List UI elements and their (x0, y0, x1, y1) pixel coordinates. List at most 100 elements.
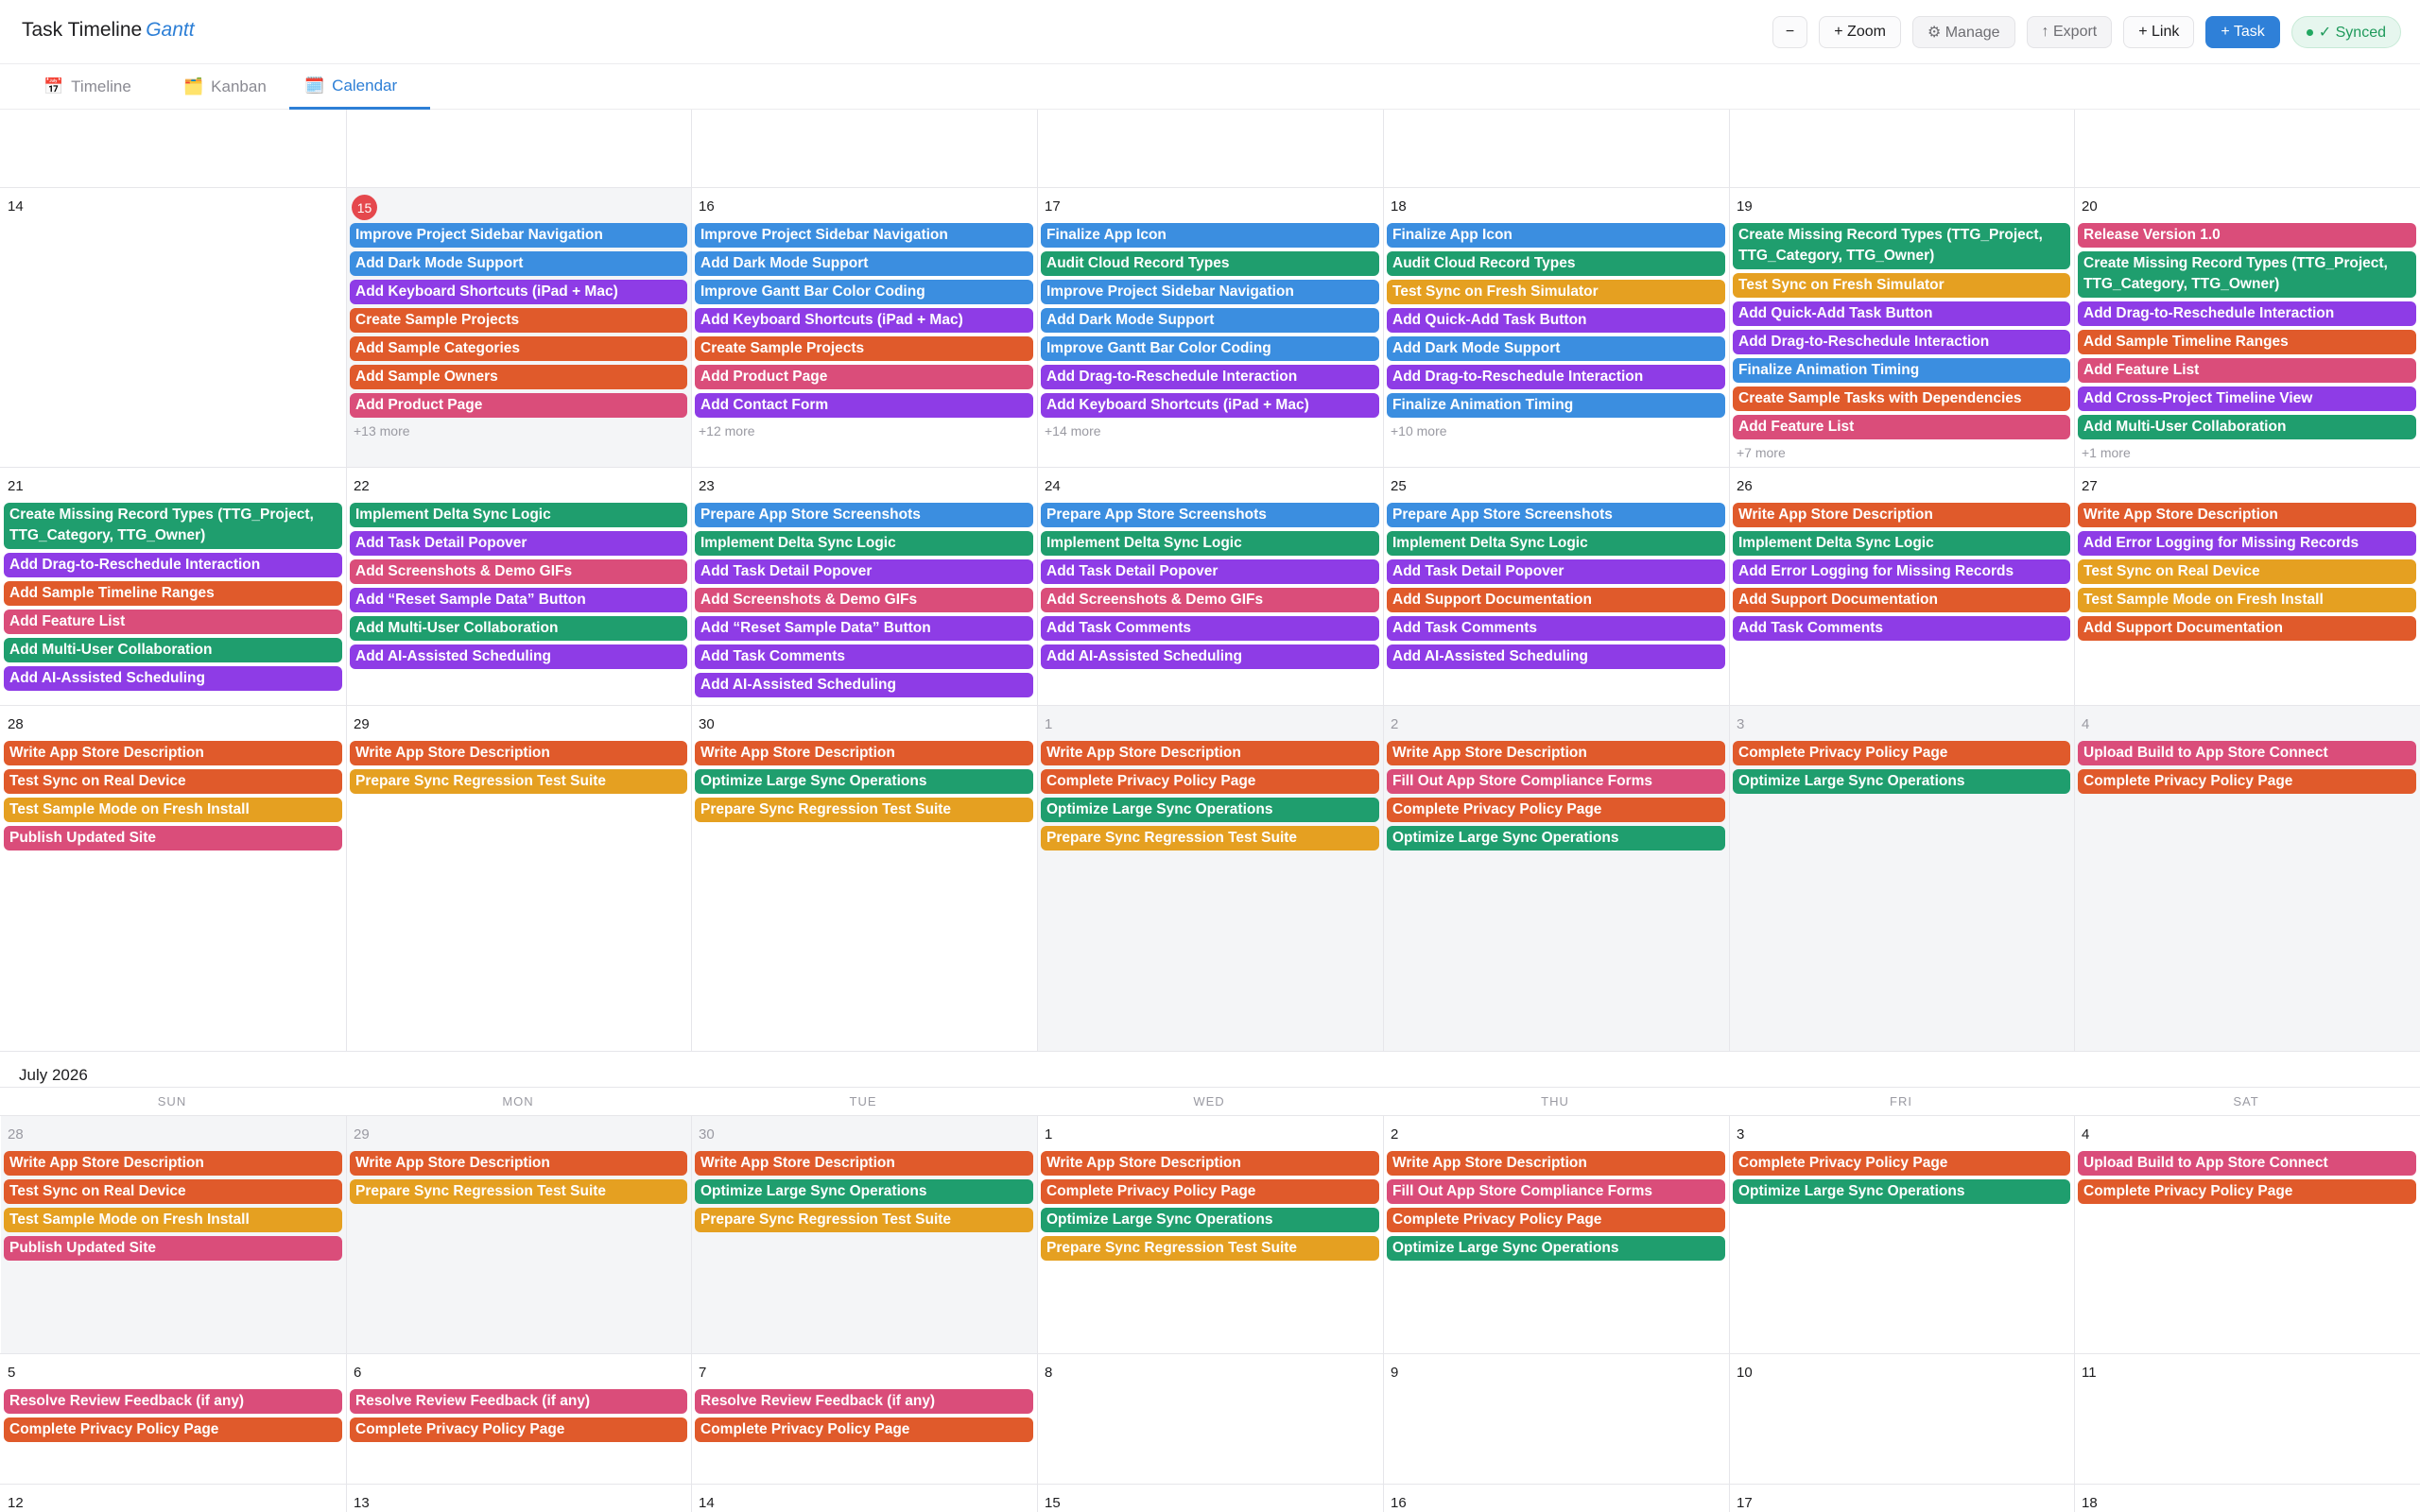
task-bar[interactable]: Implement Delta Sync Logic (1733, 531, 2070, 556)
task-bar[interactable]: Create Missing Record Types (TTG_Project… (2078, 251, 2416, 298)
task-bar[interactable]: Test Sync on Real Device (4, 1179, 342, 1204)
task-bar[interactable]: Improve Gantt Bar Color Coding (1041, 336, 1379, 361)
task-bar[interactable]: Write App Store Description (1387, 741, 1725, 765)
task-bar[interactable]: Resolve Review Feedback (if any) (4, 1389, 342, 1414)
task-bar[interactable]: Publish Updated Site (4, 826, 342, 850)
task-bar[interactable]: Add Screenshots & Demo GIFs (695, 588, 1033, 612)
task-bar[interactable]: Add Dark Mode Support (1387, 336, 1725, 361)
export-button[interactable]: ↑ Export (2026, 16, 2113, 48)
task-bar[interactable]: Write App Store Description (350, 1151, 687, 1176)
task-bar[interactable]: Add Task Detail Popover (695, 559, 1033, 584)
task-bar[interactable]: Improve Project Sidebar Navigation (350, 223, 687, 248)
task-bar[interactable]: Add AI-Assisted Scheduling (4, 666, 342, 691)
task-bar[interactable]: Add Sample Owners (350, 365, 687, 389)
task-bar[interactable]: Write App Store Description (2078, 503, 2416, 527)
task-bar[interactable]: Finalize Animation Timing (1733, 358, 2070, 383)
task-bar[interactable]: Add Keyboard Shortcuts (iPad + Mac) (695, 308, 1033, 333)
task-bar[interactable]: Add Keyboard Shortcuts (iPad + Mac) (350, 280, 687, 304)
task-bar[interactable]: Finalize App Icon (1387, 223, 1725, 248)
task-bar[interactable]: Implement Delta Sync Logic (1041, 531, 1379, 556)
task-bar[interactable]: Complete Privacy Policy Page (1733, 741, 2070, 765)
task-bar[interactable]: Write App Store Description (695, 1151, 1033, 1176)
task-bar[interactable]: Optimize Large Sync Operations (1387, 826, 1725, 850)
task-bar[interactable]: Add Task Detail Popover (1387, 559, 1725, 584)
task-bar[interactable]: Add Screenshots & Demo GIFs (1041, 588, 1379, 612)
tab-timeline[interactable]: 📅 Timeline (28, 64, 147, 110)
task-bar[interactable]: Fill Out App Store Compliance Forms (1387, 1179, 1725, 1204)
more-tasks-link[interactable]: +13 more (354, 423, 410, 438)
task-bar[interactable]: Publish Updated Site (4, 1236, 342, 1261)
task-bar[interactable]: Complete Privacy Policy Page (2078, 769, 2416, 794)
task-bar[interactable]: Add Sample Categories (350, 336, 687, 361)
task-bar[interactable]: Prepare Sync Regression Test Suite (695, 1208, 1033, 1232)
task-bar[interactable]: Add Quick-Add Task Button (1387, 308, 1725, 333)
task-bar[interactable]: Add “Reset Sample Data” Button (350, 588, 687, 612)
task-bar[interactable]: Prepare Sync Regression Test Suite (350, 1179, 687, 1204)
task-bar[interactable]: Create Sample Projects (695, 336, 1033, 361)
task-bar[interactable]: Optimize Large Sync Operations (1733, 1179, 2070, 1204)
task-bar[interactable]: Add Task Detail Popover (350, 531, 687, 556)
task-bar[interactable]: Add Drag-to-Reschedule Interaction (2078, 301, 2416, 326)
task-bar[interactable]: Test Sample Mode on Fresh Install (4, 1208, 342, 1232)
tab-calendar[interactable]: 🗓️ Calendar (289, 64, 430, 110)
task-bar[interactable]: Prepare Sync Regression Test Suite (350, 769, 687, 794)
task-bar[interactable]: Add Dark Mode Support (350, 251, 687, 276)
task-bar[interactable]: Add Drag-to-Reschedule Interaction (1041, 365, 1379, 389)
task-bar[interactable]: Implement Delta Sync Logic (695, 531, 1033, 556)
task-bar[interactable]: Test Sample Mode on Fresh Install (2078, 588, 2416, 612)
task-bar[interactable]: Add Task Detail Popover (1041, 559, 1379, 584)
task-bar[interactable]: Add Multi-User Collaboration (350, 616, 687, 641)
task-bar[interactable]: Prepare Sync Regression Test Suite (695, 798, 1033, 822)
task-bar[interactable]: Add Support Documentation (1387, 588, 1725, 612)
task-bar[interactable]: Optimize Large Sync Operations (695, 769, 1033, 794)
sync-status-badge[interactable]: ✓ Synced (2290, 16, 2401, 48)
task-bar[interactable]: Implement Delta Sync Logic (350, 503, 687, 527)
task-bar[interactable]: Write App Store Description (1387, 1151, 1725, 1176)
task-bar[interactable]: Add Task Comments (695, 644, 1033, 669)
task-bar[interactable]: Add Support Documentation (2078, 616, 2416, 641)
task-bar[interactable]: Prepare App Store Screenshots (1041, 503, 1379, 527)
task-bar[interactable]: Test Sync on Fresh Simulator (1387, 280, 1725, 304)
task-bar[interactable]: Complete Privacy Policy Page (1387, 1208, 1725, 1232)
task-bar[interactable]: Write App Store Description (1041, 1151, 1379, 1176)
task-bar[interactable]: Add Cross-Project Timeline View (2078, 387, 2416, 411)
task-bar[interactable]: Create Missing Record Types (TTG_Project… (1733, 223, 2070, 269)
more-tasks-link[interactable]: +1 more (2082, 445, 2131, 460)
more-tasks-link[interactable]: +7 more (1737, 445, 1786, 460)
task-bar[interactable]: Create Sample Projects (350, 308, 687, 333)
task-bar[interactable]: Create Sample Tasks with Dependencies (1733, 387, 2070, 411)
task-bar[interactable]: Add Contact Form (695, 393, 1033, 418)
task-bar[interactable]: Add Drag-to-Reschedule Interaction (1387, 365, 1725, 389)
zoom-button[interactable]: + Zoom (1819, 16, 1901, 48)
task-bar[interactable]: Test Sync on Real Device (2078, 559, 2416, 584)
task-bar[interactable]: Add Error Logging for Missing Records (1733, 559, 2070, 584)
task-bar[interactable]: Resolve Review Feedback (if any) (350, 1389, 687, 1414)
task-bar[interactable]: Improve Project Sidebar Navigation (1041, 280, 1379, 304)
task-bar[interactable]: Add Keyboard Shortcuts (iPad + Mac) (1041, 393, 1379, 418)
task-bar[interactable]: Add Dark Mode Support (695, 251, 1033, 276)
link-button[interactable]: + Link (2123, 16, 2195, 48)
task-bar[interactable]: Add AI-Assisted Scheduling (1387, 644, 1725, 669)
task-bar[interactable]: Implement Delta Sync Logic (1387, 531, 1725, 556)
task-bar[interactable]: Optimize Large Sync Operations (1041, 1208, 1379, 1232)
tab-kanban[interactable]: 🗂️ Kanban (168, 64, 282, 110)
task-bar[interactable]: Add Screenshots & Demo GIFs (350, 559, 687, 584)
task-bar[interactable]: Add Task Comments (1041, 616, 1379, 641)
task-bar[interactable]: Complete Privacy Policy Page (1387, 798, 1725, 822)
task-bar[interactable]: Resolve Review Feedback (if any) (695, 1389, 1033, 1414)
task-bar[interactable]: Add Drag-to-Reschedule Interaction (4, 553, 342, 577)
task-bar[interactable]: Finalize App Icon (1041, 223, 1379, 248)
task-bar[interactable]: Optimize Large Sync Operations (1387, 1236, 1725, 1261)
task-bar[interactable]: Add Feature List (2078, 358, 2416, 383)
task-bar[interactable]: Upload Build to App Store Connect (2078, 1151, 2416, 1176)
task-bar[interactable]: Complete Privacy Policy Page (4, 1418, 342, 1442)
more-tasks-link[interactable]: +14 more (1045, 423, 1101, 438)
task-bar[interactable]: Finalize Animation Timing (1387, 393, 1725, 418)
task-bar[interactable]: Release Version 1.0 (2078, 223, 2416, 248)
task-bar[interactable]: Test Sync on Fresh Simulator (1733, 273, 2070, 298)
task-bar[interactable]: Write App Store Description (350, 741, 687, 765)
add-task-button[interactable]: + Task (2205, 16, 2280, 48)
task-bar[interactable]: Improve Gantt Bar Color Coding (695, 280, 1033, 304)
task-bar[interactable]: Optimize Large Sync Operations (695, 1179, 1033, 1204)
task-bar[interactable]: Complete Privacy Policy Page (695, 1418, 1033, 1442)
